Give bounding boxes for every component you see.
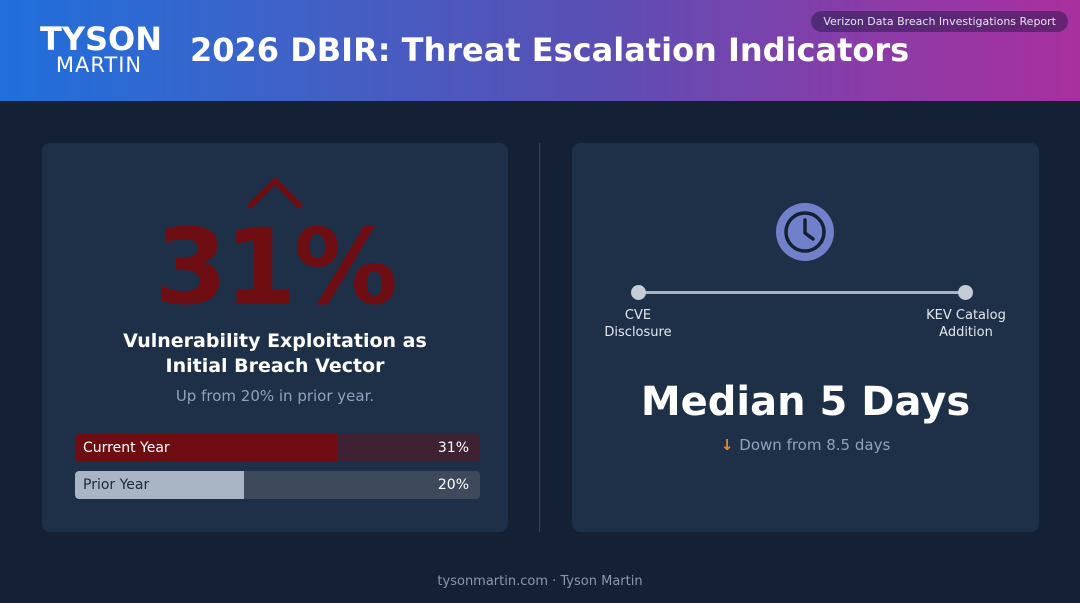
timeline-end-line1: KEV Catalog [926, 308, 1006, 323]
prior-year-label: Prior Year [83, 477, 150, 493]
brand-logo: TYSON MARTIN [40, 20, 163, 77]
stat-label-line2: Initial Breach Vector [165, 355, 385, 377]
exploitation-card: 31% Vulnerability Exploitation as Initia… [42, 143, 508, 532]
source-badge: Verizon Data Breach Investigations Repor… [811, 11, 1068, 32]
card-divider [539, 143, 540, 532]
clock-icon [776, 203, 834, 261]
logo-bottom-text: MARTIN [55, 53, 143, 77]
timeline-line [639, 291, 966, 294]
timeline-end-label: KEV Catalog Addition [906, 307, 1026, 341]
current-year-fill [75, 434, 337, 462]
timeline-start-line1: CVE [624, 308, 652, 323]
stat-label-line1: Vulnerability Exploitation as [123, 330, 427, 352]
current-year-bar: Current Year 31% [75, 434, 480, 462]
footer-credit: tysonmartin.com · Tyson Martin [437, 574, 643, 589]
median-headline: Median 5 Days [640, 379, 971, 425]
page-title: 2026 DBIR: Threat Escalation Indicators [190, 31, 910, 69]
header-banner: TYSON MARTIN 2026 DBIR: Threat Escalatio… [0, 0, 1080, 101]
stat-subtitle: Up from 20% in prior year. [175, 387, 375, 405]
change-row: ↓ Down from 8.5 days [572, 435, 1039, 455]
down-arrow-icon: ↓ [720, 436, 734, 454]
current-year-label: Current Year [83, 440, 170, 456]
logo-top-text: TYSON [40, 20, 163, 58]
prior-year-value: 20% [437, 477, 469, 493]
timeline-start-dot [631, 285, 646, 300]
timeline-end-line2: Addition [939, 325, 993, 340]
change-text: Down from 8.5 days [739, 436, 891, 454]
median-time-card: CVE Disclosure KEV Catalog Addition Medi… [572, 143, 1039, 532]
current-year-value: 31% [437, 440, 469, 456]
timeline-start-label: CVE Disclosure [578, 307, 698, 341]
timeline-start-line2: Disclosure [604, 325, 672, 340]
big-percentage: 31% [155, 206, 398, 328]
chevron-up-icon [247, 176, 303, 209]
stat-label: Vulnerability Exploitation as Initial Br… [42, 329, 508, 379]
prior-year-fill [75, 471, 244, 499]
timeline-end-dot [958, 285, 973, 300]
prior-year-bar: Prior Year 20% [75, 471, 480, 499]
